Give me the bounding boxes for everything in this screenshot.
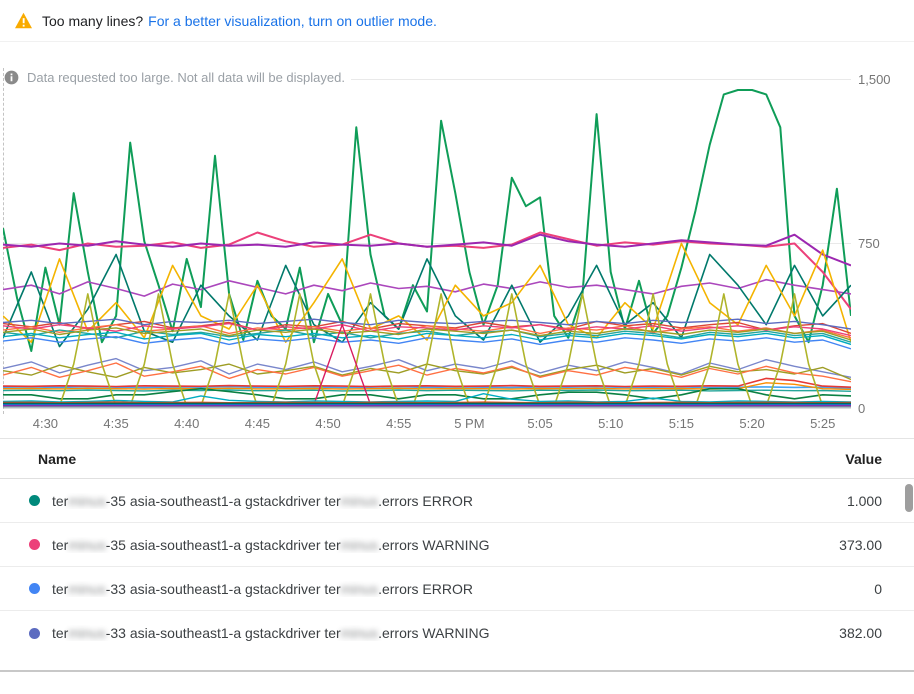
too-many-lines-banner: Too many lines? For a better visualizati… [0,0,914,42]
series-color-dot [29,539,40,550]
redacted-text: minus [68,625,106,641]
info-icon [4,70,19,85]
chart-line-flat-red [3,377,851,388]
name-text: ter [52,580,69,597]
column-header-value: Value [845,450,882,467]
gridline-750 [3,243,851,244]
legend-row[interactable]: terminus-35 asia-southeast1-a gstackdriv… [0,523,914,567]
redacted-text: minus [68,580,106,597]
series-name: terminus-35 asia-southeast1-a gstackdriv… [52,537,839,553]
series-color-dot [29,495,40,506]
redacted-text: minus [340,536,379,553]
x-tick-label: 4:55 [386,416,412,431]
x-tick-label: 4:40 [174,416,200,431]
chart-line-flat-blue [3,385,851,390]
chart-line-band-indigo [3,318,851,330]
chart-line-violet-zigzag [3,278,851,297]
redacted-text: minus [340,492,379,509]
chart-line-cyan-bottom [3,393,851,403]
chart-line-band-blue [3,336,851,350]
outlier-mode-link[interactable]: For a better visualization, turn on outl… [148,12,437,29]
x-tick-label: 5:20 [739,416,765,431]
legend-table: Name Value terminus-35 asia-southeast1-a… [0,438,914,672]
banner-text: Too many lines? [42,12,144,29]
name-text: -33 asia-southeast1-a gstackdriver ter [105,580,341,597]
series-color-dot [29,583,40,594]
name-text: ter [52,492,69,509]
x-tick-label: 5:15 [668,416,695,431]
series-value: 373.00 [839,536,882,553]
name-text: -33 asia-southeast1-a gstackdriver ter [105,625,341,641]
warning-icon [15,12,32,29]
chart-line-purple-750 [3,233,851,267]
x-tick-label: 4:35 [103,416,129,431]
chart-line-gold-spiky [3,242,851,344]
legend-row[interactable]: terminus-35 asia-southeast1-a gstackdriv… [0,479,914,523]
x-tick-label: 5:10 [598,416,624,431]
series-name: terminus-33 asia-southeast1-a gstackdriv… [52,625,839,641]
redacted-text: minus [68,492,106,509]
column-header-name: Name [38,450,77,467]
chart-line-flat-teal [3,389,851,392]
x-tick-label: 5:05 [527,416,553,431]
gridline-0 [3,408,851,409]
chart-line-green-step [3,387,851,400]
series-value: 382.00 [839,625,882,641]
series-value: 1.000 [846,492,882,509]
legend-table-header: Name Value [0,439,914,479]
redacted-text: minus [68,536,106,553]
chart-line-band-olive [3,327,851,341]
table-scrollbar-thumb[interactable] [905,484,913,512]
chart-line-green-spiky-main [3,89,851,352]
chart-svg[interactable] [3,79,851,408]
series-color-dot [29,627,40,639]
y-axis-label-1500: 1,500 [858,72,891,87]
chart-line-band-teal [3,329,851,343]
chart-line-low-orange-zigzag [3,362,851,383]
redacted-text: minus [340,580,379,597]
x-tick-label: 5 PM [454,416,485,431]
series-value: 0 [874,580,882,597]
name-text: .errors WARNING [378,625,490,641]
chart-area[interactable]: Data requested too large. Not all data w… [0,42,914,438]
x-tick-label: 4:45 [244,416,271,431]
chart-line-band-cyan [3,331,851,346]
redacted-text: minus [340,625,379,641]
name-text: -35 asia-southeast1-a gstackdriver ter [105,492,341,509]
partial-row [0,655,914,671]
x-axis-labels: 4:30 4:35 4:40 4:45 4:50 4:55 5 PM 5:05 5:10 5:15… [0,416,914,434]
y-axis-label-750: 750 [858,236,880,251]
name-text: ter [52,536,69,553]
gridline-1500 [332,79,851,80]
x-tick-label: 4:30 [32,416,59,431]
left-dashed-axis [3,68,4,414]
chart-line-band-pink [3,322,851,337]
legend-row[interactable]: terminus-33 asia-southeast1-a gstackdriv… [0,567,914,611]
data-truncated-notice: Data requested too large. Not all data w… [4,70,351,85]
x-tick-label: 5:25 [810,416,836,431]
name-text: .errors ERROR [378,580,473,597]
y-axis-label-0: 0 [858,401,866,416]
chart-line-olive-sawtooth [3,293,851,408]
series-name: terminus-35 asia-southeast1-a gstackdriv… [52,493,847,509]
legend-table-body: terminus-35 asia-southeast1-a gstackdriv… [0,479,914,655]
x-tick-label: 4:50 [315,416,341,431]
name-text: ter [52,625,69,641]
name-text: -35 asia-southeast1-a gstackdriver ter [105,536,341,553]
notice-text: Data requested too large. Not all data w… [27,70,351,85]
legend-row[interactable]: terminus-33 asia-southeast1-a gstackdriv… [0,611,914,655]
name-text: .errors WARNING [378,536,490,553]
name-text: .errors ERROR [378,492,473,509]
series-name: terminus-33 asia-southeast1-a gstackdriv… [52,581,874,597]
